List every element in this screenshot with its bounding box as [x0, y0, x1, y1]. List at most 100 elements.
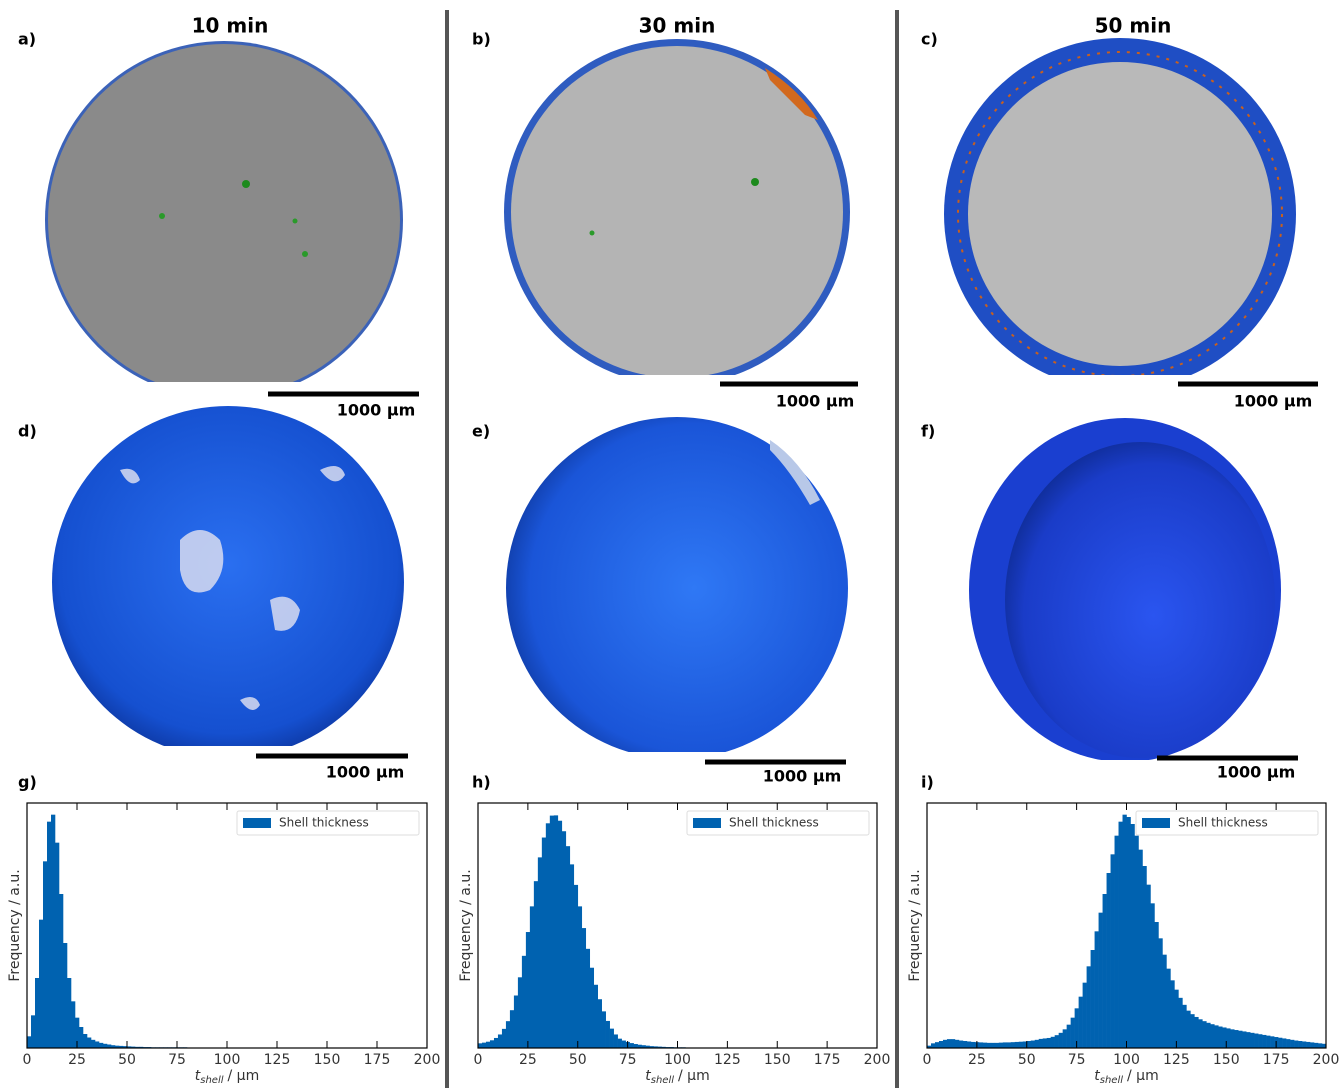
bar: [95, 1041, 99, 1048]
x-tick-label: 150: [314, 1052, 341, 1068]
x-tick-label: 125: [1163, 1052, 1190, 1068]
x-tick-label: 175: [814, 1052, 841, 1068]
bar: [991, 1043, 995, 1048]
bar: [562, 831, 566, 1048]
legend-label: Shell thickness: [279, 816, 369, 830]
x-tick-label: 75: [168, 1052, 186, 1068]
bar: [1254, 1034, 1258, 1048]
panel-label: a): [18, 30, 36, 49]
bar: [31, 1015, 35, 1048]
bar: [979, 1042, 983, 1048]
legend-swatch: [243, 818, 271, 828]
bar: [594, 985, 598, 1048]
bar: [1146, 885, 1150, 1048]
scale-bar-label: 1000 µm: [1234, 392, 1313, 411]
bar: [55, 843, 59, 1048]
bar: [947, 1039, 951, 1048]
bar: [959, 1041, 963, 1048]
bar: [1246, 1032, 1250, 1048]
bar: [554, 815, 558, 1048]
bar: [1214, 1025, 1218, 1048]
bar: [1286, 1039, 1290, 1048]
bar: [1190, 1014, 1194, 1048]
bar: [955, 1040, 959, 1048]
bar: [1035, 1040, 1039, 1048]
bar: [486, 1042, 490, 1048]
bar: [91, 1040, 95, 1048]
bar: [1142, 866, 1146, 1048]
x-tick-label: 75: [1068, 1052, 1086, 1068]
rendering-image: [52, 406, 404, 758]
bar: [506, 1021, 510, 1048]
bar: [1186, 1011, 1190, 1048]
bar: [522, 956, 526, 1048]
x-tick-label: 200: [1313, 1052, 1340, 1068]
bar: [63, 943, 67, 1048]
panel-label: d): [18, 422, 37, 441]
bar: [35, 978, 39, 1048]
x-tick-label: 200: [414, 1052, 441, 1068]
bar: [987, 1043, 991, 1048]
bar: [59, 894, 63, 1048]
bar: [1206, 1023, 1210, 1048]
bar: [951, 1039, 955, 1048]
bar: [1063, 1029, 1067, 1048]
bar: [1123, 815, 1127, 1048]
bar: [1270, 1036, 1274, 1048]
bar: [79, 1027, 83, 1048]
legend-label: Shell thickness: [1178, 816, 1268, 830]
bar: [1170, 980, 1174, 1048]
x-axis-unit: / µm: [678, 1068, 710, 1084]
x-tick-label: 50: [118, 1052, 136, 1068]
bar: [67, 978, 71, 1048]
bar: [610, 1029, 614, 1048]
scale-bar-label: 1000 µm: [776, 392, 855, 411]
x-axis-label: tshell/ µm: [645, 1068, 709, 1086]
column-title: 50 min: [1095, 14, 1172, 38]
scale-bar-label: 1000 µm: [763, 767, 842, 786]
bar: [1194, 1017, 1198, 1048]
scale-bar-label: 1000 µm: [337, 401, 416, 420]
bar: [1318, 1043, 1322, 1048]
panel-label: i): [921, 773, 934, 792]
x-tick-label: 100: [664, 1052, 691, 1068]
bar: [1003, 1042, 1007, 1048]
bar: [1174, 990, 1178, 1048]
x-tick-label: 75: [619, 1052, 637, 1068]
x-tick-label: 25: [968, 1052, 986, 1068]
bar: [931, 1043, 935, 1048]
bar: [1039, 1039, 1043, 1048]
bar: [1043, 1038, 1047, 1048]
bar: [1258, 1034, 1262, 1048]
rendering-image: [506, 417, 848, 759]
bar: [1115, 836, 1119, 1048]
bar: [1266, 1036, 1270, 1048]
bar: [1314, 1043, 1318, 1048]
bar: [622, 1041, 626, 1048]
bar: [482, 1043, 486, 1048]
bar: [518, 977, 522, 1048]
bar: [47, 822, 51, 1048]
bar: [971, 1042, 975, 1048]
bar: [1091, 950, 1095, 1048]
bar: [538, 857, 542, 1048]
bar: [546, 823, 550, 1048]
bar: [586, 949, 590, 1048]
bar: [87, 1038, 91, 1049]
bar: [1047, 1038, 1051, 1048]
bar: [1290, 1040, 1294, 1048]
x-tick-label: 125: [714, 1052, 741, 1068]
bar: [1071, 1018, 1075, 1048]
bar: [43, 861, 47, 1048]
scale-bar-label: 1000 µm: [326, 763, 405, 782]
bar: [502, 1029, 506, 1048]
bar: [602, 1011, 606, 1048]
x-tick-label: 150: [764, 1052, 791, 1068]
bar: [1166, 969, 1170, 1048]
x-axis-subscript: shell: [1100, 1075, 1123, 1086]
scale-bar-label: 1000 µm: [1217, 763, 1296, 782]
bar: [1103, 894, 1107, 1048]
x-axis-label: tshell/ µm: [1094, 1068, 1158, 1086]
plot-frame: [27, 803, 427, 1048]
x-tick-label: 50: [1018, 1052, 1036, 1068]
